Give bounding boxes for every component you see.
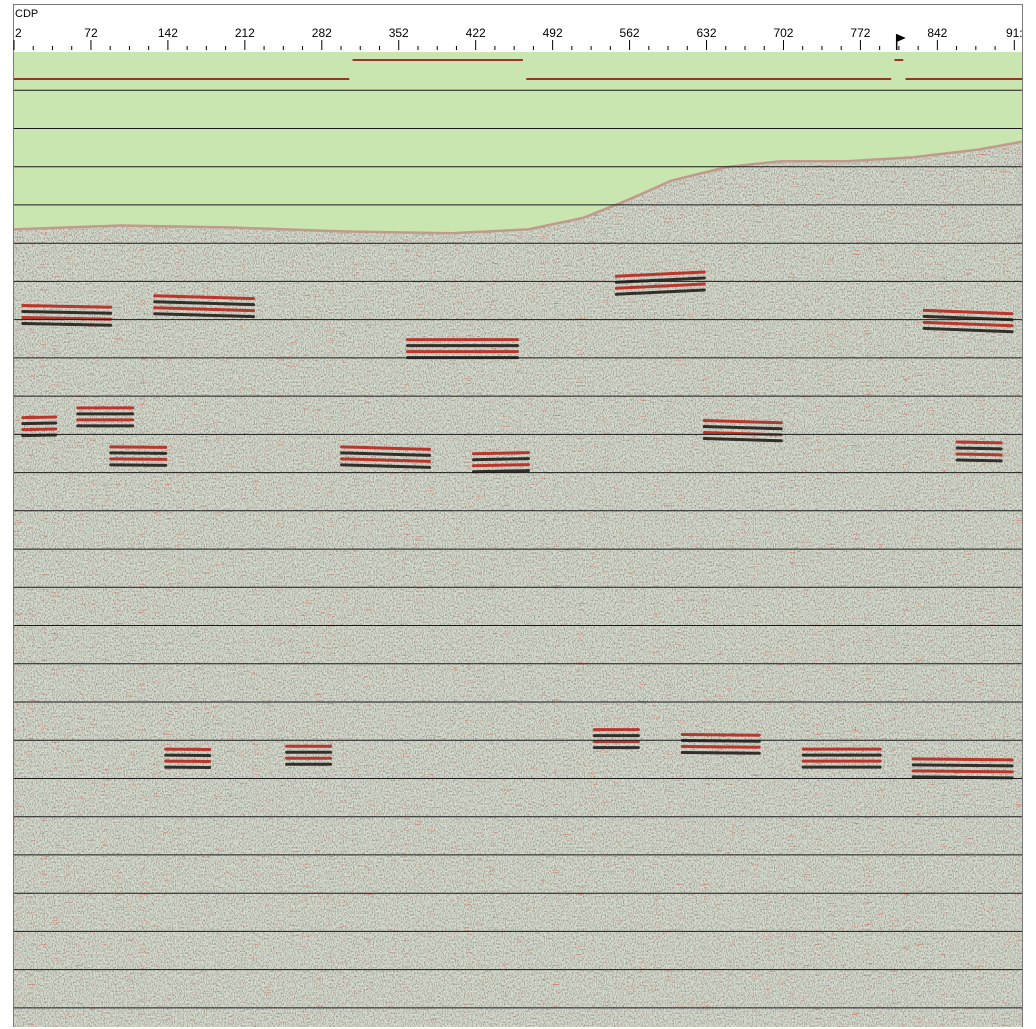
strong-reflector <box>164 747 212 770</box>
reflector-wavelet <box>922 320 1014 328</box>
reflector-wavelet <box>911 769 1014 774</box>
seismic-texture <box>14 141 1022 1027</box>
reflector-wavelet <box>922 308 1014 316</box>
plot-area <box>13 52 1023 1027</box>
reflector-wavelet <box>21 316 113 321</box>
reflector-wavelet <box>471 457 530 462</box>
reflector-wavelet <box>955 452 1003 457</box>
reflector-wavelet <box>911 757 1014 762</box>
reflector-wavelet <box>471 451 530 456</box>
reflector-wavelet <box>109 445 168 449</box>
x-tick-label: 72 <box>84 26 98 40</box>
reflector-wavelet <box>340 451 432 457</box>
reflector-wavelet <box>153 312 256 319</box>
strong-reflector <box>955 440 1003 463</box>
reflector-wavelet <box>471 463 530 468</box>
reflector-wavelet <box>21 427 58 432</box>
x-tick-label: 702 <box>773 26 793 40</box>
reflector-wavelet <box>955 440 1003 445</box>
x-tick-label: 562 <box>620 26 640 40</box>
reflector-wavelet <box>21 421 58 426</box>
reflector-wavelet <box>21 433 58 438</box>
reflector-wavelet <box>911 775 1014 780</box>
reflector-wavelet <box>153 300 256 307</box>
strong-reflector <box>592 728 640 750</box>
strong-reflector <box>153 294 256 319</box>
subsurface-reflections <box>14 141 1022 1027</box>
x-tick-label: 142 <box>158 26 178 40</box>
reflector-wavelet <box>955 446 1003 451</box>
reflector-wavelet <box>471 469 530 474</box>
reflector-wavelet <box>680 745 761 749</box>
reflector-wavelet <box>21 322 113 327</box>
x-tick-label: 422 <box>466 26 486 40</box>
x-tick-label: 212 <box>235 26 255 40</box>
reflector-wavelet <box>702 437 783 443</box>
reflector-wavelet <box>680 733 761 737</box>
x-tick-label: 842 <box>927 26 947 40</box>
reflector-wavelet <box>614 288 706 296</box>
strong-reflector <box>922 308 1014 334</box>
reflector-wavelet <box>702 419 783 425</box>
reflector-wavelet <box>614 282 706 290</box>
axis-strip <box>0 0 1036 52</box>
strong-reflector <box>340 445 432 469</box>
x-tick-label: 352 <box>389 26 409 40</box>
strong-reflector <box>109 445 168 467</box>
x-tick-label: 91: <box>1006 26 1023 40</box>
strong-reflector <box>21 415 58 438</box>
strong-reflector <box>911 757 1014 780</box>
reflector-wavelet <box>340 445 432 451</box>
reflector-wavelet <box>680 751 761 755</box>
reflector-wavelet <box>21 310 113 315</box>
reflector-wavelet <box>340 463 432 469</box>
water-bottom-line <box>13 140 1023 235</box>
strong-reflector <box>471 451 530 474</box>
reflector-wavelet <box>109 463 168 467</box>
strong-reflector <box>76 406 135 428</box>
marker-flag <box>896 34 906 42</box>
overlay-segments <box>14 59 1022 80</box>
horizontal-gridlines <box>14 89 1022 1009</box>
x-axis-title: CDP <box>15 8 38 20</box>
reflector-wavelet <box>21 304 113 309</box>
x-tick-label: 632 <box>697 26 717 40</box>
reflector-wavelet <box>109 457 168 461</box>
strong-reflector <box>21 304 113 327</box>
reflector-wavelet <box>922 326 1014 334</box>
marker-flag-icon <box>895 34 906 50</box>
reflector-wavelet <box>21 415 58 420</box>
reflector-wavelet <box>911 763 1014 768</box>
reflector-wavelet <box>340 457 432 463</box>
reflector-wavelet <box>702 425 783 431</box>
strong-reflector <box>285 744 333 766</box>
x-tick-label: 282 <box>312 26 332 40</box>
x-tick-label: 2 <box>15 26 22 40</box>
reflector-wavelet <box>955 458 1003 463</box>
reflector-wavelet <box>109 451 168 455</box>
strong-reflector <box>801 747 882 769</box>
x-axis-ticks: 2 72 142 212 282 352 422 492 562 632 702 772 842 91: <box>13 26 1023 50</box>
reflector-wavelet <box>614 270 706 278</box>
reflector-wavelet <box>153 294 256 301</box>
x-tick-label: 772 <box>850 26 870 40</box>
reflector-wavelet <box>153 306 256 313</box>
x-tick-label: 492 <box>543 26 563 40</box>
